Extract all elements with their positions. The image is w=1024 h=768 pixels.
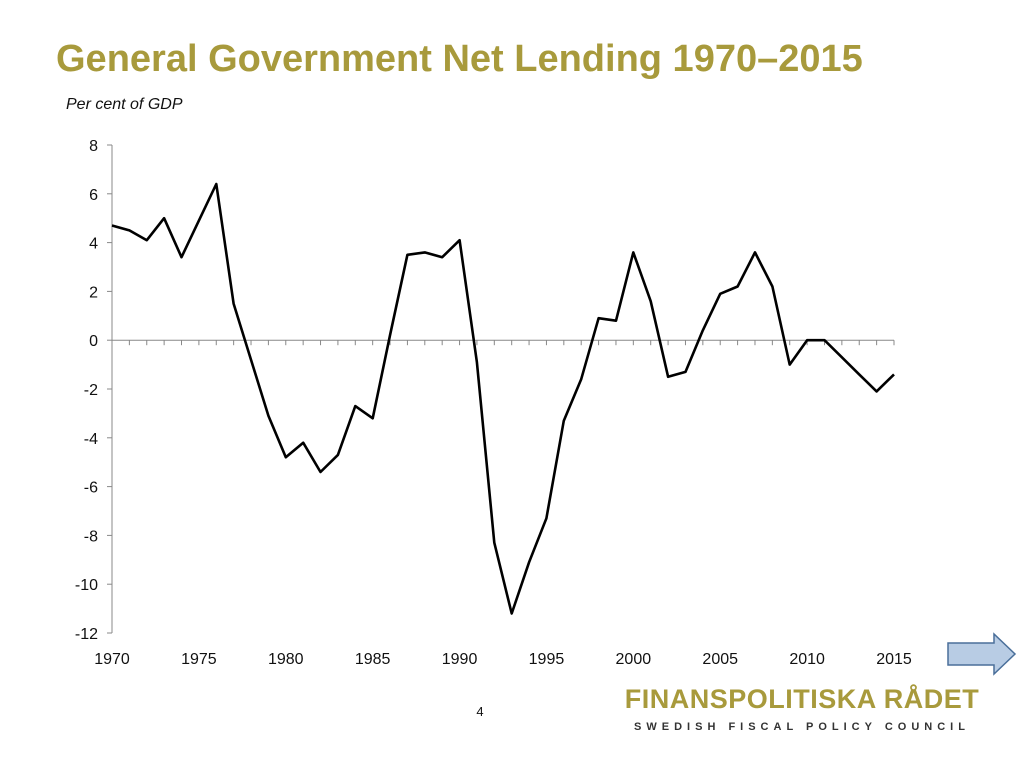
y-tick-label: -10 (75, 577, 98, 594)
x-tick-label: 2010 (789, 651, 825, 668)
council-logo: FINANSPOLITISKA RÅDET SWEDISH FISCAL POL… (606, 684, 998, 733)
y-tick-label: -4 (84, 431, 98, 448)
y-tick-label: 6 (89, 187, 98, 204)
logo-name: FINANSPOLITISKA RÅDET (624, 684, 980, 714)
chart-subtitle: Per cent of GDP (66, 96, 183, 113)
y-tick-label: 4 (89, 236, 98, 253)
page-title: General Government Net Lending 1970–2015 (56, 38, 863, 80)
y-tick-label: -12 (75, 626, 98, 643)
logo-tagline: SWEDISH FISCAL POLICY COUNCIL (634, 721, 970, 733)
y-tick-label: 2 (89, 284, 98, 301)
x-tick-label: 2005 (702, 651, 738, 668)
y-tick-label: -8 (84, 528, 98, 545)
x-tick-label: 2015 (876, 651, 912, 668)
next-slide-button[interactable] (946, 632, 1018, 681)
x-tick-label: 2000 (616, 651, 652, 668)
series-line (111, 182, 895, 615)
y-tick-label: 8 (89, 138, 98, 155)
x-tick-label: 1980 (268, 651, 304, 668)
y-tick-label: -2 (84, 382, 98, 399)
arrow-right-icon (947, 632, 1017, 676)
y-tick-label: 0 (89, 333, 98, 350)
page-number: 4 (476, 704, 484, 719)
x-tick-label: 1975 (181, 651, 217, 668)
x-tick-label: 1990 (442, 651, 478, 668)
y-tick-label: -6 (84, 480, 98, 497)
x-tick-label: 1970 (94, 651, 130, 668)
x-tick-label: 1985 (355, 651, 391, 668)
x-tick-label: 1995 (529, 651, 565, 668)
